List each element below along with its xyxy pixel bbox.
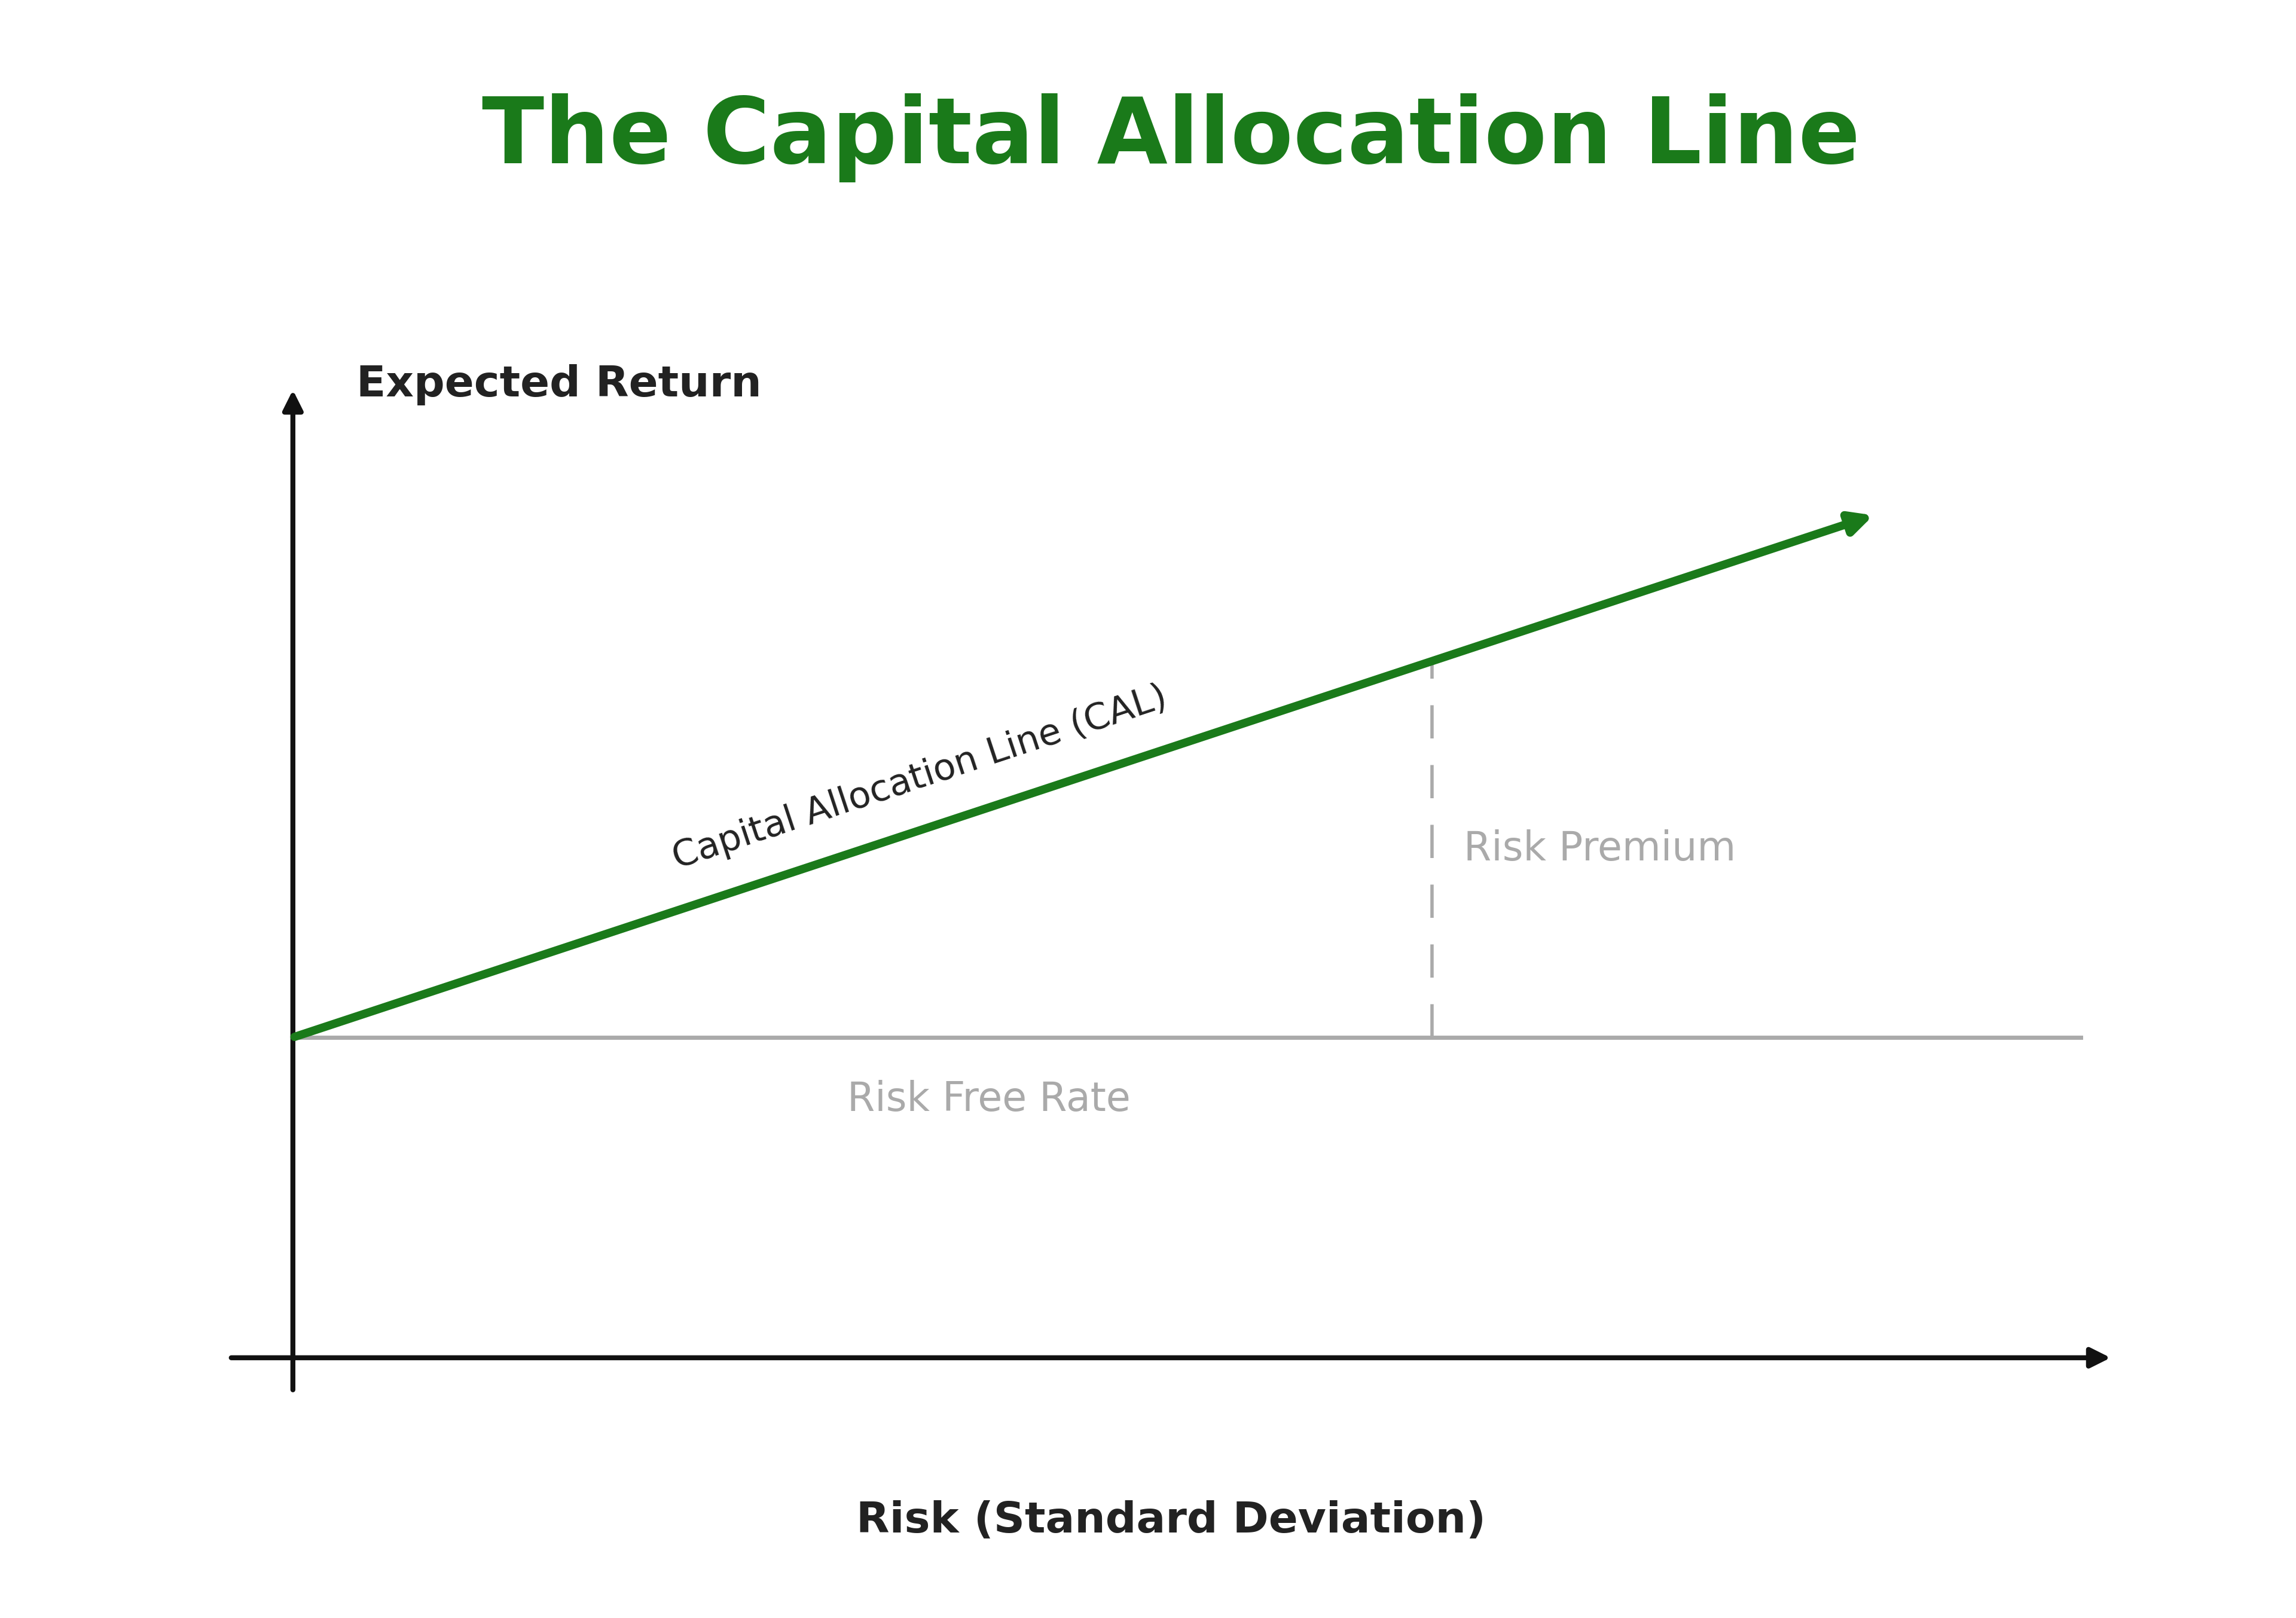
Text: Capital Allocation Line (CAL): Capital Allocation Line (CAL) <box>668 680 1171 875</box>
Text: Expected Return: Expected Return <box>356 364 762 404</box>
Text: The Capital Allocation Line: The Capital Allocation Line <box>482 92 1860 183</box>
Text: Risk Premium: Risk Premium <box>1463 830 1736 869</box>
Text: Risk Free Rate: Risk Free Rate <box>847 1079 1130 1120</box>
Text: Risk (Standard Deviation): Risk (Standard Deviation) <box>856 1500 1486 1542</box>
